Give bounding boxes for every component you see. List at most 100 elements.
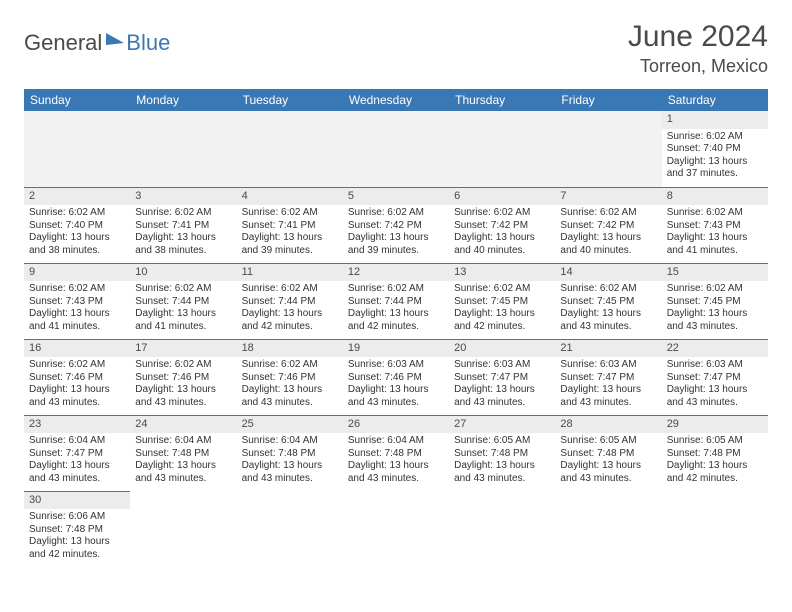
calendar-day-cell: 27Sunrise: 6:05 AMSunset: 7:48 PMDayligh… bbox=[449, 415, 555, 491]
calendar-day-cell: 18Sunrise: 6:02 AMSunset: 7:46 PMDayligh… bbox=[237, 339, 343, 415]
calendar-week-row: 23Sunrise: 6:04 AMSunset: 7:47 PMDayligh… bbox=[24, 415, 768, 491]
day-number: 26 bbox=[343, 416, 449, 434]
day-details: Sunrise: 6:02 AMSunset: 7:43 PMDaylight:… bbox=[29, 283, 125, 333]
day-details: Sunrise: 6:02 AMSunset: 7:42 PMDaylight:… bbox=[560, 207, 656, 257]
day-number: 4 bbox=[237, 188, 343, 206]
calendar-week-row: 9Sunrise: 6:02 AMSunset: 7:43 PMDaylight… bbox=[24, 263, 768, 339]
brand-part2: Blue bbox=[126, 30, 170, 56]
weekday-header: Monday bbox=[130, 89, 236, 111]
day-number: 3 bbox=[130, 188, 236, 206]
calendar-day-cell: 28Sunrise: 6:05 AMSunset: 7:48 PMDayligh… bbox=[555, 415, 661, 491]
day-details: Sunrise: 6:02 AMSunset: 7:44 PMDaylight:… bbox=[242, 283, 338, 333]
calendar-empty-cell bbox=[343, 111, 449, 187]
calendar-empty-cell bbox=[555, 491, 661, 567]
header-bar: General Blue June 2024 Torreon, Mexico bbox=[24, 20, 768, 77]
day-details: Sunrise: 6:05 AMSunset: 7:48 PMDaylight:… bbox=[667, 435, 763, 485]
calendar-day-cell: 2Sunrise: 6:02 AMSunset: 7:40 PMDaylight… bbox=[24, 187, 130, 263]
calendar-week-row: 2Sunrise: 6:02 AMSunset: 7:40 PMDaylight… bbox=[24, 187, 768, 263]
weekday-header-row: SundayMondayTuesdayWednesdayThursdayFrid… bbox=[24, 89, 768, 111]
day-details: Sunrise: 6:02 AMSunset: 7:40 PMDaylight:… bbox=[29, 207, 125, 257]
calendar-day-cell: 1Sunrise: 6:02 AMSunset: 7:40 PMDaylight… bbox=[662, 111, 768, 187]
calendar-day-cell: 16Sunrise: 6:02 AMSunset: 7:46 PMDayligh… bbox=[24, 339, 130, 415]
title-block: June 2024 Torreon, Mexico bbox=[628, 20, 768, 77]
calendar-day-cell: 8Sunrise: 6:02 AMSunset: 7:43 PMDaylight… bbox=[662, 187, 768, 263]
calendar-day-cell: 23Sunrise: 6:04 AMSunset: 7:47 PMDayligh… bbox=[24, 415, 130, 491]
day-details: Sunrise: 6:02 AMSunset: 7:44 PMDaylight:… bbox=[135, 283, 231, 333]
calendar-empty-cell bbox=[449, 491, 555, 567]
day-number: 25 bbox=[237, 416, 343, 434]
calendar-empty-cell bbox=[555, 111, 661, 187]
calendar-empty-cell bbox=[343, 491, 449, 567]
day-number: 5 bbox=[343, 188, 449, 206]
day-details: Sunrise: 6:02 AMSunset: 7:46 PMDaylight:… bbox=[29, 359, 125, 409]
calendar-week-row: 1Sunrise: 6:02 AMSunset: 7:40 PMDaylight… bbox=[24, 111, 768, 187]
calendar-day-cell: 26Sunrise: 6:04 AMSunset: 7:48 PMDayligh… bbox=[343, 415, 449, 491]
day-number: 12 bbox=[343, 264, 449, 282]
calendar-day-cell: 29Sunrise: 6:05 AMSunset: 7:48 PMDayligh… bbox=[662, 415, 768, 491]
weekday-header: Thursday bbox=[449, 89, 555, 111]
day-number: 14 bbox=[555, 264, 661, 282]
day-details: Sunrise: 6:02 AMSunset: 7:46 PMDaylight:… bbox=[242, 359, 338, 409]
day-number: 6 bbox=[449, 188, 555, 206]
calendar-day-cell: 5Sunrise: 6:02 AMSunset: 7:42 PMDaylight… bbox=[343, 187, 449, 263]
calendar-day-cell: 13Sunrise: 6:02 AMSunset: 7:45 PMDayligh… bbox=[449, 263, 555, 339]
weekday-header: Friday bbox=[555, 89, 661, 111]
calendar-day-cell: 9Sunrise: 6:02 AMSunset: 7:43 PMDaylight… bbox=[24, 263, 130, 339]
day-details: Sunrise: 6:04 AMSunset: 7:48 PMDaylight:… bbox=[242, 435, 338, 485]
day-number: 13 bbox=[449, 264, 555, 282]
calendar-day-cell: 7Sunrise: 6:02 AMSunset: 7:42 PMDaylight… bbox=[555, 187, 661, 263]
day-number: 19 bbox=[343, 340, 449, 358]
day-details: Sunrise: 6:02 AMSunset: 7:42 PMDaylight:… bbox=[348, 207, 444, 257]
day-number: 29 bbox=[662, 416, 768, 434]
day-details: Sunrise: 6:02 AMSunset: 7:43 PMDaylight:… bbox=[667, 207, 763, 257]
calendar-empty-cell bbox=[237, 111, 343, 187]
day-number: 1 bbox=[662, 111, 768, 129]
day-details: Sunrise: 6:02 AMSunset: 7:45 PMDaylight:… bbox=[454, 283, 550, 333]
calendar-day-cell: 17Sunrise: 6:02 AMSunset: 7:46 PMDayligh… bbox=[130, 339, 236, 415]
day-details: Sunrise: 6:02 AMSunset: 7:44 PMDaylight:… bbox=[348, 283, 444, 333]
day-number: 11 bbox=[237, 264, 343, 282]
calendar-week-row: 16Sunrise: 6:02 AMSunset: 7:46 PMDayligh… bbox=[24, 339, 768, 415]
calendar-day-cell: 10Sunrise: 6:02 AMSunset: 7:44 PMDayligh… bbox=[130, 263, 236, 339]
day-number: 27 bbox=[449, 416, 555, 434]
day-number: 21 bbox=[555, 340, 661, 358]
calendar-day-cell: 25Sunrise: 6:04 AMSunset: 7:48 PMDayligh… bbox=[237, 415, 343, 491]
day-details: Sunrise: 6:02 AMSunset: 7:46 PMDaylight:… bbox=[135, 359, 231, 409]
calendar-table: SundayMondayTuesdayWednesdayThursdayFrid… bbox=[24, 89, 768, 567]
calendar-day-cell: 24Sunrise: 6:04 AMSunset: 7:48 PMDayligh… bbox=[130, 415, 236, 491]
calendar-empty-cell bbox=[24, 111, 130, 187]
calendar-day-cell: 12Sunrise: 6:02 AMSunset: 7:44 PMDayligh… bbox=[343, 263, 449, 339]
day-number: 24 bbox=[130, 416, 236, 434]
day-details: Sunrise: 6:03 AMSunset: 7:47 PMDaylight:… bbox=[454, 359, 550, 409]
calendar-empty-cell bbox=[130, 111, 236, 187]
brand-part1: General bbox=[24, 30, 102, 56]
day-number: 7 bbox=[555, 188, 661, 206]
day-details: Sunrise: 6:04 AMSunset: 7:48 PMDaylight:… bbox=[135, 435, 231, 485]
brand-triangle-icon bbox=[106, 33, 124, 45]
day-details: Sunrise: 6:04 AMSunset: 7:47 PMDaylight:… bbox=[29, 435, 125, 485]
calendar-day-cell: 3Sunrise: 6:02 AMSunset: 7:41 PMDaylight… bbox=[130, 187, 236, 263]
day-number: 18 bbox=[237, 340, 343, 358]
weekday-header: Saturday bbox=[662, 89, 768, 111]
calendar-day-cell: 14Sunrise: 6:02 AMSunset: 7:45 PMDayligh… bbox=[555, 263, 661, 339]
day-number: 2 bbox=[24, 188, 130, 206]
weekday-header: Tuesday bbox=[237, 89, 343, 111]
day-details: Sunrise: 6:02 AMSunset: 7:45 PMDaylight:… bbox=[560, 283, 656, 333]
day-number: 20 bbox=[449, 340, 555, 358]
calendar-empty-cell bbox=[662, 491, 768, 567]
day-details: Sunrise: 6:05 AMSunset: 7:48 PMDaylight:… bbox=[560, 435, 656, 485]
day-number: 10 bbox=[130, 264, 236, 282]
calendar-day-cell: 19Sunrise: 6:03 AMSunset: 7:46 PMDayligh… bbox=[343, 339, 449, 415]
day-details: Sunrise: 6:03 AMSunset: 7:47 PMDaylight:… bbox=[667, 359, 763, 409]
calendar-day-cell: 11Sunrise: 6:02 AMSunset: 7:44 PMDayligh… bbox=[237, 263, 343, 339]
calendar-empty-cell bbox=[237, 491, 343, 567]
brand-logo: General Blue bbox=[24, 20, 170, 56]
calendar-week-row: 30Sunrise: 6:06 AMSunset: 7:48 PMDayligh… bbox=[24, 491, 768, 567]
day-details: Sunrise: 6:02 AMSunset: 7:42 PMDaylight:… bbox=[454, 207, 550, 257]
day-number: 17 bbox=[130, 340, 236, 358]
calendar-empty-cell bbox=[130, 491, 236, 567]
day-details: Sunrise: 6:03 AMSunset: 7:47 PMDaylight:… bbox=[560, 359, 656, 409]
day-number: 30 bbox=[24, 492, 130, 510]
day-number: 9 bbox=[24, 264, 130, 282]
location-subtitle: Torreon, Mexico bbox=[628, 56, 768, 77]
